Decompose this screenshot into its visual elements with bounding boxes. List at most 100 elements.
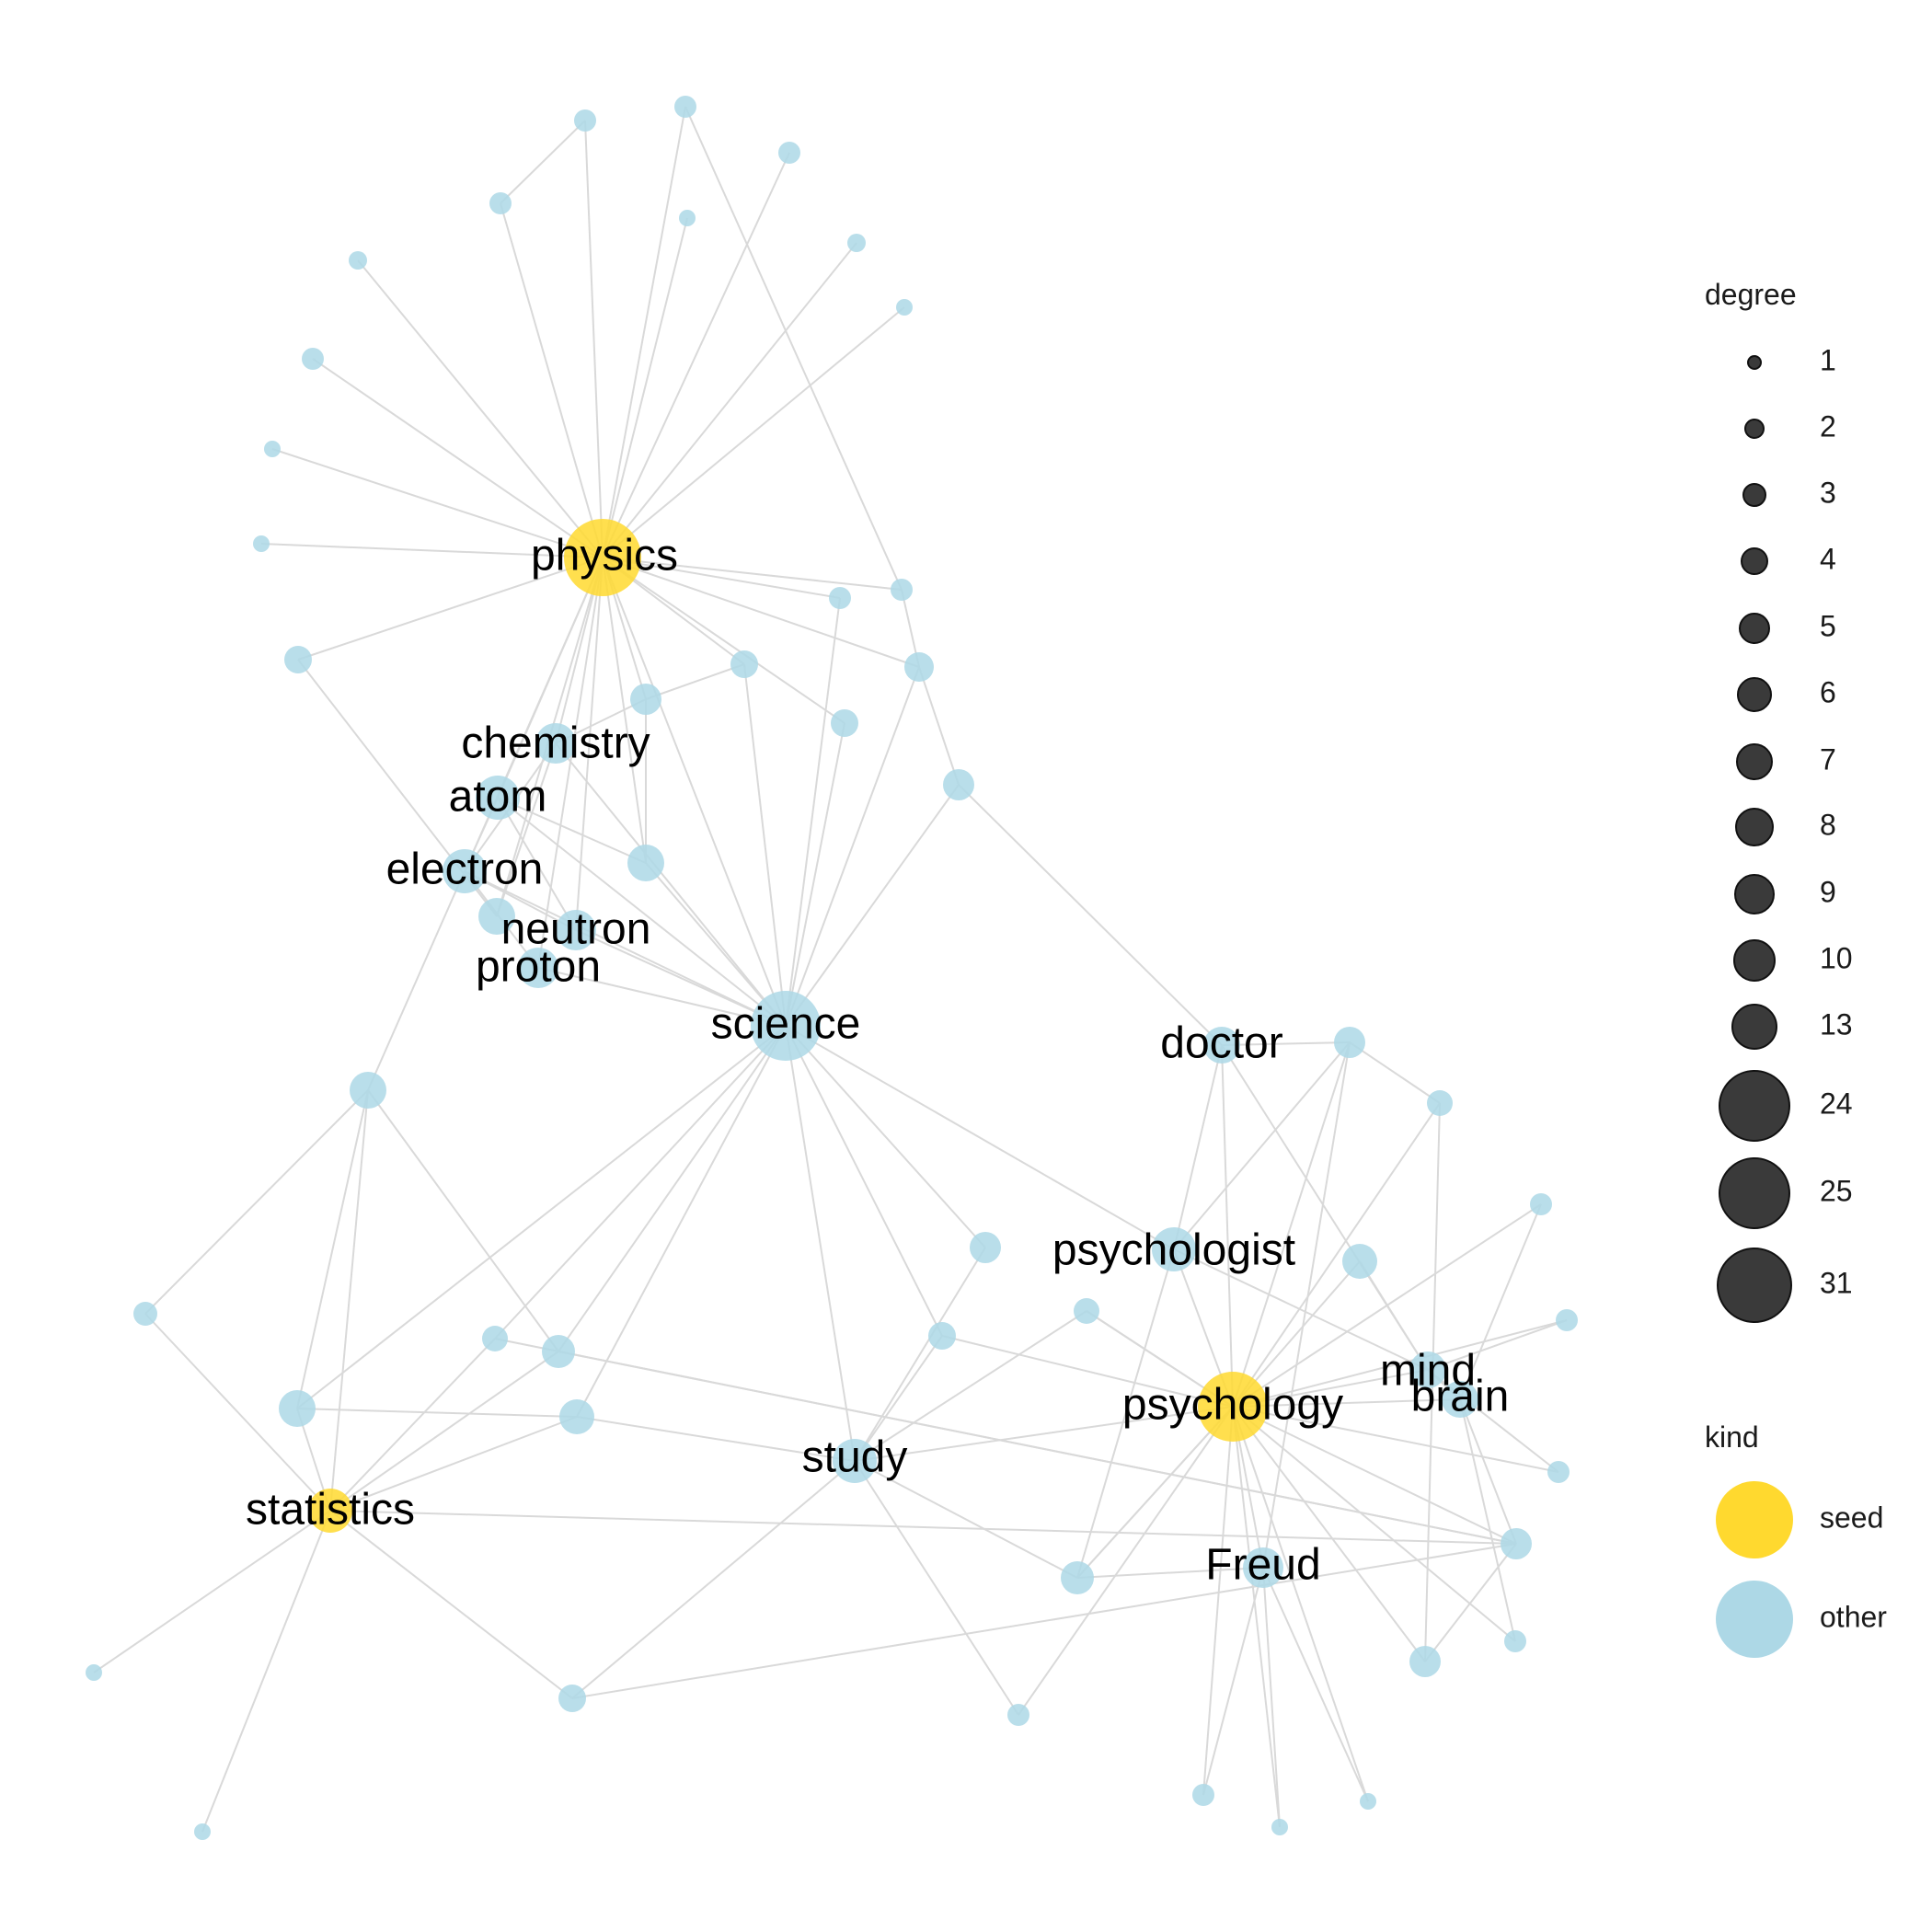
edge-Freud-n47 — [1262, 1567, 1281, 1828]
edge-brain-n39 — [1459, 1398, 1516, 1642]
label-freud: Freud — [1205, 1541, 1320, 1590]
node-n10 — [253, 535, 270, 552]
legend-degree-label-13: 13 — [1820, 1007, 1853, 1041]
legend-degree-dot-24 — [1719, 1070, 1790, 1142]
node-n34 — [1342, 1244, 1377, 1279]
edge-psychology-n39 — [1232, 1406, 1516, 1642]
edge-physics-n7 — [357, 259, 604, 558]
node-mind — [1409, 1351, 1446, 1388]
edge-n30-study — [576, 1416, 856, 1462]
node-n38 — [1501, 1528, 1532, 1559]
label-doctor: doctor — [1160, 1019, 1282, 1068]
node-n32 — [928, 1322, 956, 1350]
edge-physics-n2 — [602, 152, 790, 558]
node-physics — [564, 519, 641, 596]
node-n44 — [558, 1685, 586, 1712]
node-n48 — [1360, 1793, 1376, 1810]
node-n15 — [284, 646, 312, 673]
edge-psychology-n38 — [1232, 1406, 1517, 1545]
edge-statistics-n30 — [329, 1416, 578, 1512]
legend-degree-dot-8 — [1735, 808, 1774, 846]
legend-degree-dot-10 — [1733, 939, 1776, 982]
node-n2 — [778, 142, 800, 164]
node-n4 — [489, 192, 512, 214]
node-n9 — [264, 441, 281, 457]
edge-n17-n16 — [645, 663, 745, 700]
edge-atom-neutron — [497, 797, 577, 931]
node-n19 — [831, 709, 858, 737]
label-physics: physics — [531, 532, 678, 581]
legend-degree-dot-5 — [1739, 613, 1770, 644]
label-brain: brain — [1411, 1373, 1510, 1421]
edge-physics-n3 — [584, 120, 604, 558]
edge-statistics-n38 — [329, 1510, 1517, 1545]
legend-degree-title: degree — [1705, 278, 1797, 311]
edge-n1-n14 — [684, 106, 903, 591]
node-electron — [443, 849, 487, 893]
edge-psychology-brain — [1232, 1398, 1461, 1408]
legend-degree-label-2: 2 — [1820, 409, 1836, 443]
edge-n24-Freud — [1262, 1041, 1351, 1569]
legend-degree-dot-3 — [1742, 483, 1766, 507]
edge-physics-n14 — [602, 557, 903, 591]
edges-layer — [93, 106, 1568, 1833]
edge-study-n45 — [854, 1460, 1019, 1716]
edge-brain-n38 — [1459, 1398, 1517, 1545]
node-n1 — [674, 96, 696, 118]
node-n27 — [482, 1326, 508, 1351]
legend-degree-dot-6 — [1737, 677, 1772, 712]
edge-science-electron — [464, 870, 787, 1027]
node-n46 — [1192, 1784, 1214, 1806]
edge-Freud-n46 — [1202, 1567, 1264, 1796]
edge-n4-n3 — [500, 120, 586, 204]
edge-Freud-n48 — [1262, 1567, 1369, 1802]
node-n35 — [1530, 1193, 1552, 1215]
edge-psychologist-n24 — [1173, 1041, 1351, 1250]
edge-physics-neutron — [575, 557, 604, 931]
legend-other-label: other — [1820, 1600, 1887, 1633]
edge-study-n41 — [854, 1460, 1078, 1579]
node-n6 — [679, 210, 696, 226]
edge-psychology-n36 — [1232, 1319, 1568, 1408]
edge-science-n29 — [296, 1025, 787, 1409]
edge-doctor-n24 — [1221, 1041, 1351, 1046]
edge-psychology-n24 — [1232, 1041, 1351, 1408]
edge-psychology-n48 — [1232, 1406, 1369, 1802]
label-psychologist: psychologist — [1052, 1226, 1295, 1275]
legend-degree-dot-9 — [1734, 874, 1775, 914]
edge-n38-n44 — [571, 1543, 1517, 1699]
edge-psychology-n47 — [1232, 1406, 1281, 1828]
edge-statistics-n44 — [329, 1510, 573, 1699]
node-n3 — [574, 109, 596, 132]
label-neutron: neutron — [501, 905, 651, 954]
label-electron: electron — [386, 845, 544, 894]
edge-electron-n23 — [367, 870, 466, 1091]
edge-study-n32 — [854, 1335, 943, 1462]
legend-degree-label-4: 4 — [1820, 542, 1836, 575]
edge-science-n32 — [785, 1025, 943, 1337]
edge-n32-psychology — [941, 1335, 1234, 1408]
edge-science-n19 — [785, 722, 845, 1027]
legend-degree-dot-2 — [1744, 419, 1765, 439]
edge-science-n30 — [576, 1025, 787, 1418]
node-n31 — [970, 1232, 1001, 1263]
legend-seed-swatch — [1716, 1481, 1793, 1558]
node-psychologist — [1152, 1227, 1196, 1271]
edge-statistics-n43 — [201, 1510, 331, 1833]
edge-n20-science — [785, 784, 960, 1027]
edge-science-n28 — [558, 1025, 787, 1352]
node-n16 — [730, 650, 758, 678]
node-n33 — [1074, 1298, 1099, 1324]
legend-degree-dot-31 — [1717, 1248, 1792, 1323]
node-n14 — [891, 579, 913, 601]
edge-n34-mind — [1359, 1260, 1429, 1371]
edge-physics-n6 — [602, 217, 688, 558]
node-n37 — [1547, 1461, 1570, 1483]
legend-degree-label-9: 9 — [1820, 875, 1836, 908]
legend-degree-label-10: 10 — [1820, 941, 1853, 974]
node-n21 — [627, 845, 664, 881]
edge-science-n31 — [785, 1025, 986, 1248]
node-n18 — [904, 652, 934, 682]
edge-n38-n40 — [1424, 1543, 1517, 1662]
